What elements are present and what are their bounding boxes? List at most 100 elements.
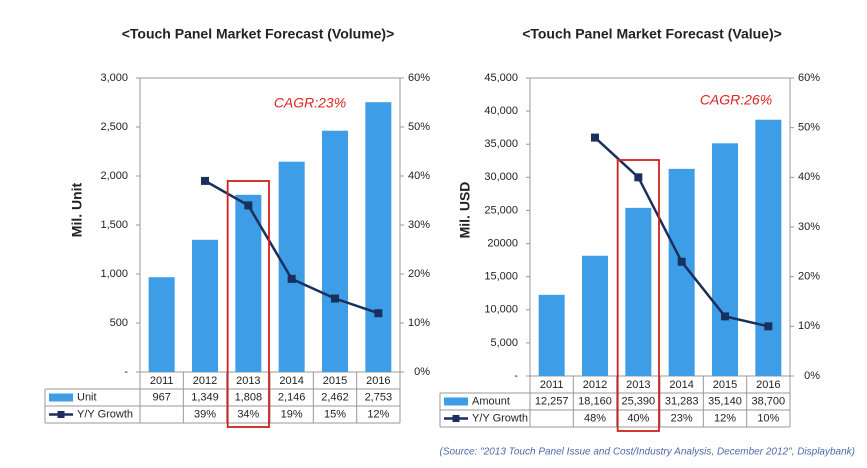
table-value: 19% bbox=[281, 408, 303, 420]
table-value: 39% bbox=[194, 408, 216, 420]
table-value: 2,146 bbox=[278, 391, 306, 403]
legend-label: Y/Y Growth bbox=[77, 408, 133, 420]
y-tick-label: 1,000 bbox=[100, 268, 128, 280]
line-marker bbox=[201, 176, 209, 185]
y-tick-label: 35,000 bbox=[484, 138, 518, 150]
bar bbox=[365, 102, 392, 373]
table-value: 1,808 bbox=[235, 391, 263, 403]
highlight-box bbox=[616, 159, 660, 432]
table-value: 48% bbox=[584, 412, 606, 424]
y2-tick-label: 30% bbox=[798, 221, 820, 233]
table-value: 31,283 bbox=[665, 395, 699, 407]
bar bbox=[322, 130, 348, 372]
line-marker bbox=[287, 274, 296, 283]
y-tick-label: 45,000 bbox=[484, 72, 518, 84]
legend-swatch bbox=[49, 393, 73, 402]
chart-title: <Touch Panel Market Forecast (Volume)> bbox=[122, 26, 395, 42]
line-marker bbox=[374, 309, 383, 318]
y-tick-label: 2,000 bbox=[100, 170, 128, 182]
y-tick-label: - bbox=[124, 366, 128, 378]
x-tick-label: 2012 bbox=[583, 379, 607, 391]
table-value: 38,700 bbox=[752, 395, 786, 407]
plot-frame bbox=[529, 77, 791, 377]
table-value: 40% bbox=[627, 412, 649, 424]
y2-tick-label: 20% bbox=[798, 271, 820, 283]
table-value: 1,349 bbox=[191, 391, 219, 403]
y-tick-label: 500 bbox=[110, 317, 128, 329]
table-value: 2,462 bbox=[321, 391, 349, 403]
x-tick-label: 2014 bbox=[279, 375, 303, 387]
bar bbox=[755, 119, 782, 376]
y-axis-label: Mil. USD bbox=[457, 182, 473, 239]
y2-tick-label: 50% bbox=[798, 122, 820, 134]
x-tick-label: 2014 bbox=[669, 379, 693, 391]
legend-label: Y/Y Growth bbox=[472, 412, 528, 424]
bar bbox=[235, 194, 262, 372]
chart-title: <Touch Panel Market Forecast (Value)> bbox=[522, 26, 782, 42]
y2-tick-label: 10% bbox=[408, 317, 430, 329]
y-tick-label: 5,000 bbox=[490, 337, 518, 349]
y2-tick-label: 30% bbox=[408, 219, 430, 231]
y-tick-label: 30,000 bbox=[484, 171, 518, 183]
y-tick-label: 2,500 bbox=[100, 121, 128, 133]
highlight-box bbox=[226, 180, 270, 428]
legend-swatch bbox=[444, 397, 468, 406]
y-tick-label: - bbox=[514, 370, 518, 382]
table-value: 15% bbox=[324, 408, 346, 420]
table-value: 35,140 bbox=[708, 395, 742, 407]
x-tick-label: 2013 bbox=[626, 379, 650, 391]
table-value: 25,390 bbox=[622, 395, 656, 407]
bar bbox=[538, 294, 565, 376]
y2-tick-label: 50% bbox=[408, 121, 430, 133]
table-value: 967 bbox=[152, 391, 170, 403]
bar bbox=[278, 161, 305, 372]
x-tick-label: 2016 bbox=[756, 379, 780, 391]
bar bbox=[712, 143, 738, 376]
y-axis-label: Mil. Unit bbox=[69, 182, 85, 237]
legend-marker bbox=[452, 415, 460, 422]
y-tick-label: 40,000 bbox=[484, 105, 518, 117]
bar bbox=[192, 239, 218, 372]
y2-tick-label: 40% bbox=[798, 171, 820, 183]
x-tick-label: 2016 bbox=[366, 375, 390, 387]
line-marker bbox=[634, 173, 643, 182]
source-note: (Source: "2013 Touch Panel Issue and Cos… bbox=[440, 447, 855, 458]
y2-tick-label: 60% bbox=[408, 72, 430, 84]
y-tick-label: 25,000 bbox=[484, 204, 518, 216]
legend-marker bbox=[57, 411, 65, 418]
x-tick-label: 2013 bbox=[236, 375, 260, 387]
legend-label: Unit bbox=[77, 391, 97, 403]
y-tick-label: 3,000 bbox=[100, 72, 128, 84]
line-marker bbox=[764, 322, 773, 331]
y2-tick-label: 0% bbox=[414, 366, 430, 378]
bar bbox=[148, 277, 175, 372]
annotation: CAGR:23% bbox=[274, 95, 346, 111]
y-tick-label: 15,000 bbox=[484, 271, 518, 283]
annotation: CAGR:26% bbox=[700, 92, 772, 108]
x-tick-label: 2015 bbox=[323, 375, 347, 387]
line-marker bbox=[677, 257, 686, 266]
y-tick-label: 20000 bbox=[487, 237, 518, 249]
legend-label: Amount bbox=[472, 395, 510, 407]
y-tick-label: 10,000 bbox=[484, 304, 518, 316]
table-value: 12% bbox=[367, 408, 389, 420]
line-marker bbox=[591, 133, 599, 142]
y-tick-label: 1,500 bbox=[100, 219, 128, 231]
table-value: 2,753 bbox=[365, 391, 393, 403]
x-tick-label: 2011 bbox=[150, 375, 174, 387]
table-value: 34% bbox=[237, 408, 259, 420]
x-tick-label: 2012 bbox=[193, 375, 217, 387]
table-value: 10% bbox=[757, 412, 779, 424]
table-value: 12% bbox=[714, 412, 736, 424]
y2-tick-label: 10% bbox=[798, 320, 820, 332]
x-tick-label: 2011 bbox=[540, 379, 564, 391]
y2-tick-label: 20% bbox=[408, 268, 430, 280]
line-marker bbox=[244, 201, 253, 210]
bar bbox=[625, 207, 652, 376]
x-tick-label: 2015 bbox=[713, 379, 737, 391]
table-value: 12,257 bbox=[535, 395, 569, 407]
y2-tick-label: 60% bbox=[798, 72, 820, 84]
line-marker bbox=[721, 312, 729, 321]
table-value: 23% bbox=[671, 412, 693, 424]
